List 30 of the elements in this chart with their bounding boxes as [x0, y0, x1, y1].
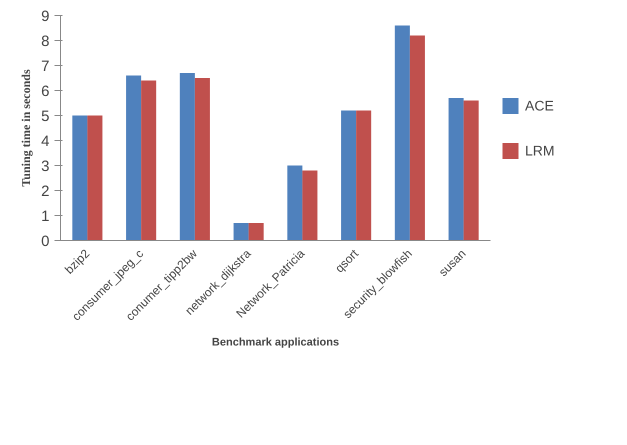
y-axis-title: Tuning time in seconds	[19, 69, 34, 187]
bar	[141, 80, 156, 240]
y-tick-label: 2	[41, 183, 50, 200]
bar	[410, 36, 425, 240]
bar	[194, 78, 210, 240]
y-tick-label: 6	[41, 83, 50, 100]
y-tick-label: 1	[41, 208, 50, 225]
bar	[356, 110, 372, 240]
y-tick-label: 4	[41, 133, 50, 150]
legend-label: LRM	[525, 142, 555, 158]
bar	[448, 98, 464, 240]
x-axis-title: Benchmark applications	[212, 336, 340, 348]
y-tick-label: 5	[41, 108, 50, 125]
bar	[87, 116, 102, 240]
bar	[394, 26, 410, 240]
bar	[126, 76, 142, 240]
bar	[234, 223, 249, 240]
bar	[464, 100, 479, 240]
bar	[248, 223, 264, 240]
y-tick-label: 8	[41, 33, 50, 50]
y-tick-label: 3	[41, 158, 50, 175]
y-tick-label: 7	[41, 58, 50, 75]
legend-label: ACE	[525, 97, 554, 113]
bar	[302, 170, 318, 240]
bar	[72, 116, 88, 240]
bar	[287, 166, 302, 240]
bar	[341, 110, 356, 240]
bar	[180, 73, 195, 240]
y-tick-label: 9	[41, 8, 50, 25]
y-tick-label: 0	[41, 233, 50, 250]
